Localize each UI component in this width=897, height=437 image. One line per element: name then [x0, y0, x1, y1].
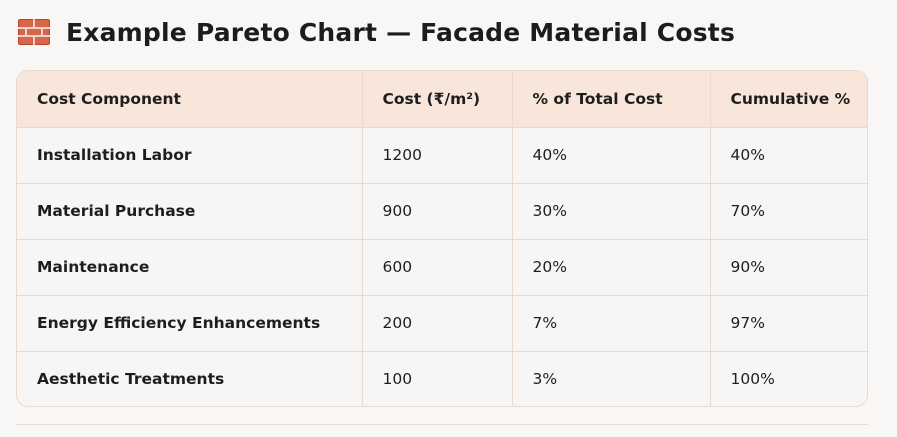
table-cell: 90% [710, 239, 867, 296]
column-header: Cumulative % [710, 71, 867, 128]
table-row: Energy Efficiency Enhancements 200 7% 97… [17, 295, 867, 352]
table-cell: 100 [362, 351, 513, 406]
table-cell: 40% [710, 127, 867, 184]
divider [16, 424, 868, 425]
table-cell: Maintenance [17, 239, 363, 296]
column-header: % of Total Cost [512, 71, 711, 128]
column-header: Cost (₹/m²) [362, 71, 513, 128]
table-row: Installation Labor 1200 40% 40% [17, 127, 867, 184]
table-cell: 100% [730, 370, 775, 389]
brick-icon [18, 19, 50, 45]
table-cell: Energy Efficiency Enhancements [17, 295, 363, 352]
table-cell: 30% [512, 183, 711, 240]
table-row: Aesthetic Treatments 100 3% 100% [17, 351, 867, 406]
table-cell: 200 [362, 295, 513, 352]
table-cell: 7% [512, 295, 711, 352]
table-cell: 70% [710, 183, 867, 240]
table-cell: 3% [512, 351, 711, 406]
column-header: Cost Component [17, 71, 363, 128]
table-cell: 20% [512, 239, 711, 296]
table-row: Material Purchase 900 30% 70% [17, 183, 867, 240]
page-title: Example Pareto Chart — Facade Material C… [66, 17, 736, 47]
table-cell: 40% [512, 127, 711, 184]
table-cell: Installation Labor [17, 127, 363, 184]
table-cell: 97% [710, 295, 867, 352]
table-cell: Aesthetic Treatments [17, 351, 363, 406]
table-cell: Material Purchase [17, 183, 363, 240]
table-cell: 900 [362, 183, 513, 240]
table-cell: 1200 [362, 127, 513, 184]
data-table: Cost Component Cost (₹/m²) % of Total Co… [16, 70, 868, 407]
table-cell: 600 [362, 239, 513, 296]
table-row: Maintenance 600 20% 90% [17, 239, 867, 296]
table-header-row: Cost Component Cost (₹/m²) % of Total Co… [17, 71, 867, 128]
title-row: Example Pareto Chart — Facade Material C… [18, 12, 735, 52]
